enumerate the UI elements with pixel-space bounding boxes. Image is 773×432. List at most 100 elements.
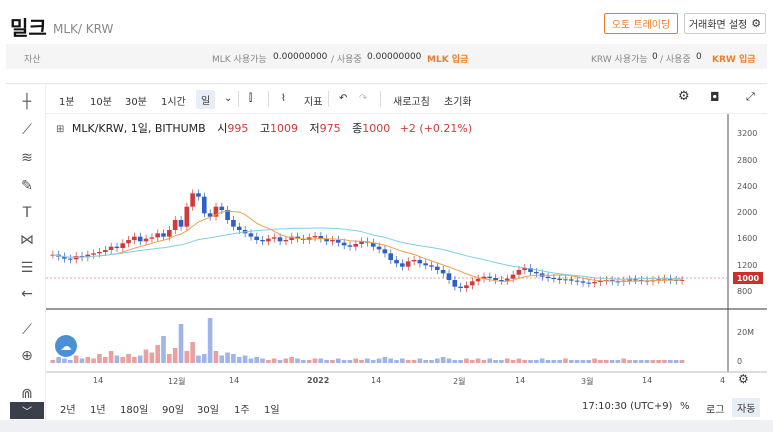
chart-legend: ⊞ MLK/KRW, 1일, BITHUMB 시995 고1009 저975 종… <box>56 120 472 136</box>
back-arrow-icon[interactable]: ← <box>21 286 33 302</box>
ruler-icon[interactable]: ⟋ <box>22 322 32 338</box>
volume-axis-label: 0 <box>737 357 743 366</box>
asset-label: 자산 <box>24 55 41 65</box>
candle-type-icon[interactable]: ⫿ <box>249 93 253 104</box>
close-value: 1000 <box>362 122 391 135</box>
interval-1d[interactable]: 일 <box>196 90 216 109</box>
range-30d[interactable]: 30일 <box>197 405 219 416</box>
range-1d[interactable]: 1일 <box>264 405 280 416</box>
magnet-icon[interactable]: ⋒ <box>21 386 33 402</box>
chevron-down-icon[interactable]: ⌄ <box>224 93 233 104</box>
time-axis-label: 4 <box>720 376 726 385</box>
screen-settings-button[interactable]: 거래화면 설정 ⚙ <box>684 13 766 34</box>
change-value: +2 (+0.21%) <box>399 122 473 135</box>
balance-bar: 자산 MLK 사용가능 0.00000000 / 사용중 0.00000000 … <box>6 44 767 69</box>
open-value: 995 <box>227 122 249 135</box>
range-1y[interactable]: 1년 <box>90 405 106 416</box>
indicators-button[interactable]: 지표 <box>304 97 323 108</box>
divider <box>238 91 239 107</box>
fib-icon[interactable]: ≋ <box>21 150 33 166</box>
price-axis-label: 3200 <box>737 129 758 138</box>
cloud-icon[interactable]: ☁ <box>55 335 77 357</box>
price-axis-label: 800 <box>737 287 753 296</box>
zoom-in-icon[interactable]: ⊕ <box>21 348 33 364</box>
interval-10m[interactable]: 10분 <box>90 97 112 108</box>
pair-label: MLK/ KRW <box>53 22 114 36</box>
volume-axis-label: 20M <box>737 328 755 337</box>
divider <box>328 91 329 107</box>
krw-in-use-value: 0 <box>696 52 702 62</box>
indicator-icon[interactable]: ⌇ <box>281 93 286 104</box>
collapse-chart-button[interactable]: ﹀ <box>10 402 44 419</box>
crosshair-icon[interactable]: ┼ <box>22 94 32 110</box>
time-axis-label: 14 <box>93 376 104 385</box>
time-axis-label: 2022 <box>307 376 330 385</box>
text-icon[interactable]: T <box>22 205 32 221</box>
krw-deposit-link[interactable]: KRW 입금 <box>712 55 756 65</box>
auto-toggle[interactable]: 자동 <box>732 398 761 417</box>
clock[interactable]: 17:10:30 (UTC+9) <box>582 401 673 412</box>
time-axis-label: 3월 <box>581 377 594 386</box>
mlk-in-use-label: / 사용중 <box>331 55 362 65</box>
chart-frame <box>6 83 767 420</box>
collapse-legend-icon[interactable]: ⊞ <box>56 124 65 135</box>
high-value: 1009 <box>269 122 298 135</box>
divider <box>380 91 381 107</box>
range-90d[interactable]: 90일 <box>162 405 184 416</box>
current-price-tag: 1000 <box>733 272 763 284</box>
low-label: 저 <box>309 122 320 135</box>
measure-icon[interactable]: ☰ <box>20 260 34 276</box>
symbol-label[interactable]: MLK/KRW, 1일, BITHUMB <box>71 122 206 135</box>
settings-icon[interactable]: ⚙ <box>678 89 690 104</box>
price-axis-label: 2000 <box>737 208 758 217</box>
divider <box>268 91 269 107</box>
range-1w[interactable]: 1주 <box>234 405 250 416</box>
redo-icon[interactable]: ↷ <box>359 93 368 104</box>
time-axis-label: 12월 <box>168 377 186 386</box>
time-axis-label: 2월 <box>453 377 466 386</box>
chevron-down-icon: ﹀ <box>22 407 32 418</box>
krw-available-label: KRW 사용가능 <box>591 55 648 65</box>
log-toggle[interactable]: 로그 <box>706 405 725 416</box>
axis-settings-icon[interactable]: ⚙ <box>738 372 749 386</box>
interval-1h[interactable]: 1시간 <box>161 97 186 108</box>
time-axis-label: 14 <box>515 376 526 385</box>
chart-toolbar: 1분 10분 30분 1시간 일 ⌄ ⫿ ⌇ 지표 ↶ ↷ 새로고침 초기화 ⚙… <box>46 84 767 114</box>
drawing-toolbar: ┼ ⟋ ≋ ✎ T ⋈ ☰ ← ⟋ ⊕ ⋒ <box>6 83 46 420</box>
interval-30m[interactable]: 30분 <box>125 97 147 108</box>
pattern-icon[interactable]: ⋈ <box>20 232 34 248</box>
mlk-deposit-link[interactable]: MLK 입금 <box>427 55 469 65</box>
interval-1m[interactable]: 1분 <box>59 97 75 108</box>
price-axis-label: 1200 <box>737 261 758 270</box>
close-label: 종 <box>352 122 363 135</box>
refresh-button[interactable]: 새로고침 <box>393 97 430 108</box>
time-axis-label: 14 <box>229 376 240 385</box>
mlk-in-use-value: 0.00000000 <box>367 52 422 62</box>
low-value: 975 <box>319 122 341 135</box>
percent-toggle[interactable]: % <box>680 401 690 412</box>
range-180d[interactable]: 180일 <box>120 405 149 416</box>
price-axis-label: 2400 <box>737 182 758 191</box>
time-axis-label: 14 <box>371 376 382 385</box>
camera-icon[interactable]: ◘ <box>710 90 720 104</box>
header: 밀크 MLK/ KRW 오토 트레이딩 거래화면 설정 ⚙ <box>0 0 773 44</box>
range-bar: 2년 1년 180일 90일 30일 1주 1일 17:10:30 (UTC+9… <box>46 395 767 419</box>
mlk-available-value: 0.00000000 <box>273 52 328 62</box>
high-label: 고 <box>259 122 270 135</box>
range-2y[interactable]: 2년 <box>60 405 76 416</box>
fullscreen-icon[interactable]: ⤢ <box>746 90 755 103</box>
screen-settings-label: 거래화면 설정 <box>688 20 748 31</box>
gear-icon: ⚙ <box>751 17 762 30</box>
krw-available-value: 0 <box>652 52 658 62</box>
reset-button[interactable]: 초기화 <box>444 97 472 108</box>
coin-name: 밀크 <box>10 16 47 40</box>
krw-in-use-label: / 사용중 <box>660 55 691 65</box>
open-label: 시 <box>217 122 228 135</box>
price-axis-label: 1600 <box>737 234 758 243</box>
trend-line-icon[interactable]: ⟋ <box>22 122 32 138</box>
price-axis-label: 2800 <box>737 156 758 165</box>
auto-trading-button[interactable]: 오토 트레이딩 <box>604 13 678 34</box>
brush-icon[interactable]: ✎ <box>21 178 33 194</box>
mlk-available-label: MLK 사용가능 <box>212 55 267 65</box>
undo-icon[interactable]: ↶ <box>339 93 348 104</box>
